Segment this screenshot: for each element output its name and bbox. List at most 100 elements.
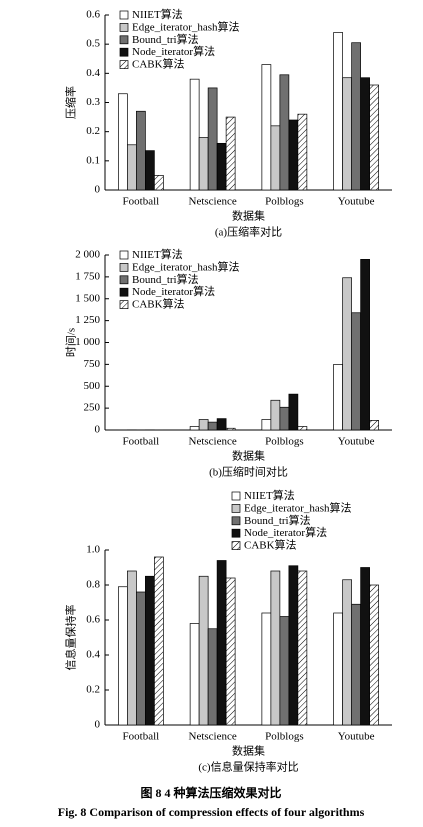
y-tick-label: 250	[84, 402, 101, 414]
legend-swatch	[119, 47, 129, 57]
y-tick-label: 0.5	[86, 38, 100, 50]
bar	[297, 570, 308, 726]
legend-label: Bound_tri算法	[132, 272, 199, 286]
y-tick-label: 0	[95, 719, 101, 731]
bar	[351, 312, 361, 431]
legend-swatch	[119, 60, 129, 69]
bar	[198, 137, 209, 191]
bar	[297, 113, 308, 191]
legend-label: NIIET算法	[132, 247, 183, 261]
y-tick-label: 0.3	[86, 96, 100, 108]
bar	[261, 64, 272, 191]
x-tick-label: Netscience	[189, 436, 237, 448]
legend-label: NIIET算法	[244, 488, 295, 502]
y-tick-label: 0.4	[86, 67, 100, 79]
bar	[225, 577, 236, 726]
bar	[207, 87, 218, 191]
bar	[189, 78, 200, 191]
bar	[225, 427, 236, 431]
x-tick-label: Football	[123, 196, 160, 208]
legend-label: Edge_iterator_hash算法	[244, 500, 352, 514]
bar	[216, 560, 227, 726]
bar	[279, 74, 290, 191]
bar	[333, 32, 343, 191]
bar	[261, 612, 272, 726]
legend-label: CABK算法	[244, 538, 297, 552]
legend-label: Bound_tri算法	[132, 32, 199, 46]
bar	[154, 175, 164, 191]
bar	[154, 556, 164, 726]
bar	[279, 406, 290, 431]
bar	[360, 77, 370, 191]
y-tick-label: 1.0	[86, 544, 100, 556]
y-axis-label: 时间/s	[65, 328, 78, 357]
bar	[118, 93, 128, 191]
bar	[279, 616, 290, 726]
x-tick-label: Youtube	[338, 731, 375, 743]
legend-label: Bound_tri算法	[244, 513, 311, 527]
legend-swatch	[231, 491, 241, 501]
legend-swatch	[231, 504, 241, 513]
bar	[127, 570, 137, 726]
x-tick-label: Polblogs	[265, 436, 304, 448]
bar	[216, 418, 227, 431]
figure-caption-en: Fig. 8 Comparison of compression effects…	[58, 805, 365, 819]
chart-caption: (c)信息量保持率对比	[198, 760, 298, 774]
legend-label: Node_iterator算法	[132, 284, 215, 298]
y-tick-label: 1 750	[75, 270, 100, 282]
legend-swatch	[231, 516, 241, 526]
bar	[351, 42, 361, 191]
legend-label: NIIET算法	[132, 7, 183, 21]
legend-label: Node_iterator算法	[244, 525, 327, 539]
bar	[342, 579, 352, 726]
y-tick-label: 0.8	[86, 579, 100, 591]
bar	[360, 259, 370, 431]
bar	[207, 421, 218, 431]
legend-label: Node_iterator算法	[132, 44, 215, 58]
y-tick-label: 0.6	[86, 614, 100, 626]
x-axis-label: 数据集	[232, 744, 265, 758]
bar	[342, 277, 352, 431]
y-tick-label: 1 000	[75, 336, 100, 348]
x-tick-label: Football	[123, 731, 160, 743]
bar	[342, 77, 352, 191]
legend-swatch	[231, 528, 241, 538]
bar	[136, 591, 146, 726]
legend-label: Edge_iterator_hash算法	[132, 259, 240, 273]
bar	[297, 426, 308, 431]
y-tick-label: 500	[84, 380, 101, 392]
bar	[369, 84, 379, 191]
legend-label: CABK算法	[132, 297, 185, 311]
x-tick-label: Football	[123, 436, 160, 448]
bar	[261, 419, 272, 431]
bar	[333, 364, 343, 431]
y-tick-label: 0.2	[86, 125, 100, 137]
bar	[118, 586, 128, 726]
bar	[369, 420, 379, 431]
bar	[288, 393, 299, 431]
legend-swatch	[119, 300, 129, 309]
x-axis-label: 数据集	[232, 449, 265, 463]
legend-swatch	[119, 10, 129, 20]
x-tick-label: Netscience	[189, 196, 237, 208]
bar	[270, 399, 281, 431]
x-axis-label: 数据集	[232, 209, 265, 223]
y-tick-label: 0.6	[86, 9, 100, 21]
bar	[198, 575, 209, 726]
bar	[189, 426, 200, 431]
y-axis-label: 信息量保持率	[64, 605, 78, 671]
y-tick-label: 1 500	[75, 292, 100, 304]
legend-swatch	[119, 35, 129, 45]
legend-swatch	[119, 23, 129, 32]
bar	[288, 119, 299, 191]
bar	[225, 116, 236, 191]
y-tick-label: 750	[84, 358, 101, 370]
bar	[288, 565, 299, 726]
bar	[270, 570, 281, 726]
bar	[369, 584, 379, 726]
y-tick-label: 0	[95, 424, 101, 436]
bar	[136, 110, 146, 191]
y-tick-label: 0.2	[86, 684, 100, 696]
legend-swatch	[119, 287, 129, 297]
